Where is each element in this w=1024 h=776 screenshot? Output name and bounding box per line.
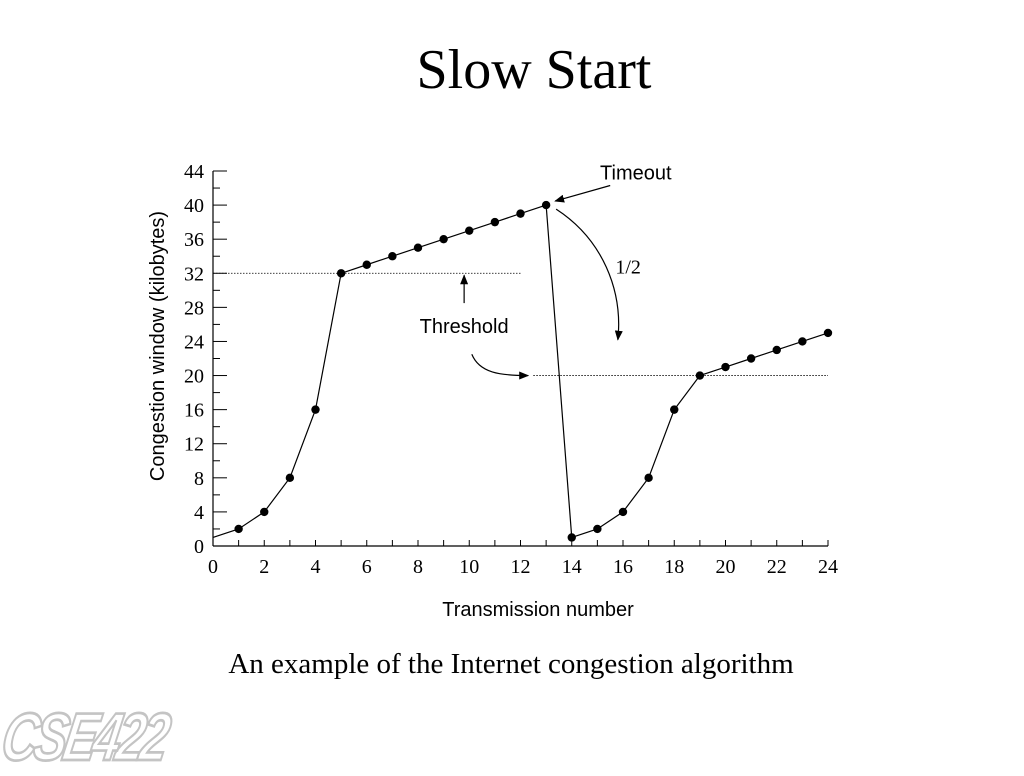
y-tick-label: 16: [184, 400, 204, 422]
data-point: [644, 473, 653, 483]
x-tick-label: 16: [613, 556, 633, 578]
x-tick-label: 4: [311, 556, 321, 578]
x-tick-label: 12: [511, 556, 531, 578]
x-tick-label: 18: [664, 556, 684, 578]
data-point: [413, 243, 423, 252]
y-tick-label: 40: [184, 195, 204, 217]
y-tick-label: 8: [194, 468, 204, 490]
data-point: [388, 252, 397, 261]
data-point: [311, 405, 320, 414]
y-axis-label: Congestion window (kilobytes): [147, 211, 169, 481]
data-point: [721, 362, 730, 372]
y-tick-label: 36: [184, 229, 204, 251]
y-tick-label: 24: [184, 331, 204, 353]
data-point: [490, 217, 500, 227]
slide-title: Slow Start: [416, 39, 652, 101]
x-tick-label: 6: [362, 556, 372, 578]
axes: 0 2 4 6 8 10 12 14 16 18 20 22 240481216202428323640…: [184, 161, 838, 578]
data-points: [234, 200, 833, 542]
x-tick-label: 22: [767, 556, 787, 578]
congestion-window-line: [212, 204, 829, 539]
data-point: [362, 260, 371, 269]
x-tick-label: 10: [459, 556, 479, 578]
x-tick-label: 2: [259, 556, 269, 578]
data-point: [336, 269, 346, 278]
data-point: [798, 337, 807, 346]
y-tick-label: 12: [184, 434, 204, 456]
data-point: [772, 345, 781, 355]
data-point: [439, 234, 448, 244]
y-tick-label: 0: [194, 536, 204, 558]
data-point: [823, 328, 833, 338]
annotations: Timeout 1/2 Threshold: [420, 163, 672, 380]
data-point: [260, 507, 269, 517]
x-tick-label: 8: [413, 556, 423, 578]
x-tick-label: 0: [208, 556, 218, 578]
course-logo: CSE422: [0, 698, 173, 776]
data-point: [593, 524, 602, 534]
annotation-label: 1/2: [615, 256, 641, 278]
data-point: [567, 533, 576, 542]
data-point: [746, 354, 756, 363]
data-point: [541, 200, 551, 210]
y-tick-label: 20: [184, 366, 204, 388]
annotation-label: Threshold: [420, 316, 509, 338]
data-point: [516, 209, 525, 218]
data-point: [285, 473, 295, 483]
y-tick-label: 44: [184, 161, 204, 183]
data-point: [695, 371, 705, 380]
x-axis-label: Transmission number: [442, 599, 634, 621]
half-arrow: [555, 208, 623, 341]
data-point: [618, 507, 628, 517]
threshold-lines: [213, 272, 828, 376]
x-tick-label: 20: [716, 556, 736, 578]
timeout-arrow: [554, 184, 611, 203]
data-point: [234, 524, 243, 534]
y-tick-label: 28: [184, 297, 204, 319]
y-tick-label: 4: [194, 502, 204, 524]
data-point: [465, 226, 474, 235]
threshold-curve-arrow: [471, 354, 530, 380]
x-tick-label: 14: [562, 556, 582, 578]
series-line: [212, 204, 829, 539]
slide-caption: An example of the Internet congestion al…: [228, 648, 794, 680]
data-point: [670, 405, 679, 414]
annotation-label: Timeout: [600, 163, 672, 185]
y-tick-label: 32: [184, 263, 204, 285]
x-tick-label: 24: [818, 556, 838, 578]
